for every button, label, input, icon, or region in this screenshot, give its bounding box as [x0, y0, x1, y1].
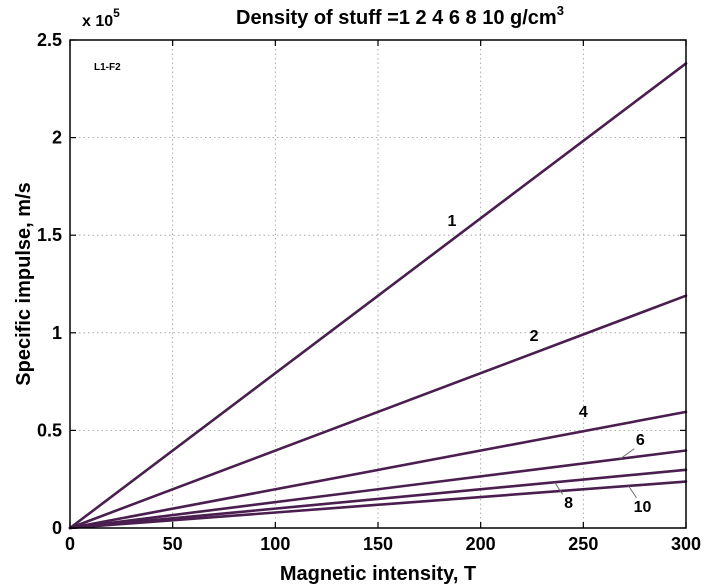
series-label: 4 — [579, 404, 588, 421]
series-label: 2 — [530, 328, 539, 345]
y-multiplier-exponent: 5 — [113, 6, 120, 20]
x-tick-label: 300 — [671, 534, 701, 554]
x-tick-label: 50 — [163, 534, 183, 554]
x-tick-label: 0 — [65, 534, 75, 554]
series-label: 1 — [447, 213, 456, 230]
x-axis-title: Magnetic intensity, T — [280, 563, 476, 585]
y-tick-label: 1.5 — [37, 225, 62, 245]
x-tick-label: 100 — [260, 534, 290, 554]
series-line-10 — [68, 480, 688, 530]
y-multiplier-base: x 10 — [82, 13, 113, 30]
series-label-leader — [620, 448, 635, 460]
y-tick-label: 2 — [52, 128, 62, 148]
series-line-6 — [68, 449, 688, 530]
series-label-leader — [554, 481, 564, 495]
x-tick-label: 200 — [466, 534, 496, 554]
series-label: 8 — [564, 495, 573, 512]
series-label: 10 — [634, 499, 652, 516]
series-label: 6 — [636, 432, 645, 449]
series-line-1 — [68, 62, 688, 530]
series-line-8 — [68, 468, 688, 530]
y-axis-title: Specific impulse, m/s — [13, 182, 35, 385]
series-lines — [68, 62, 688, 530]
chart-title-text: Density of stuff =1 2 4 6 8 10 g/cm — [236, 7, 557, 29]
y-tick-label: 1 — [52, 323, 62, 343]
series-labels: 1 2 4 6 8 10 — [447, 213, 651, 516]
chart-title-superscript: 3 — [557, 3, 564, 18]
corner-note: L1-F2 — [94, 62, 121, 73]
y-axis-multiplier: x 105 — [82, 6, 120, 30]
y-tick-label: 0 — [52, 518, 62, 538]
y-tick-label: 0.5 — [37, 420, 62, 440]
series-line-4 — [68, 410, 688, 530]
chart-title: Density of stuff =1 2 4 6 8 10 g/cm3 — [236, 3, 564, 29]
grid — [70, 40, 686, 528]
series-line-2 — [68, 294, 688, 530]
y-tick-label: 2.5 — [37, 30, 62, 50]
axis-ticks: 0 50 100 150 200 250 300 0 0.5 1 1.5 2 2.5 — [37, 30, 701, 554]
x-tick-label: 150 — [363, 534, 393, 554]
series-label-leader — [628, 485, 637, 499]
x-tick-label: 250 — [568, 534, 598, 554]
